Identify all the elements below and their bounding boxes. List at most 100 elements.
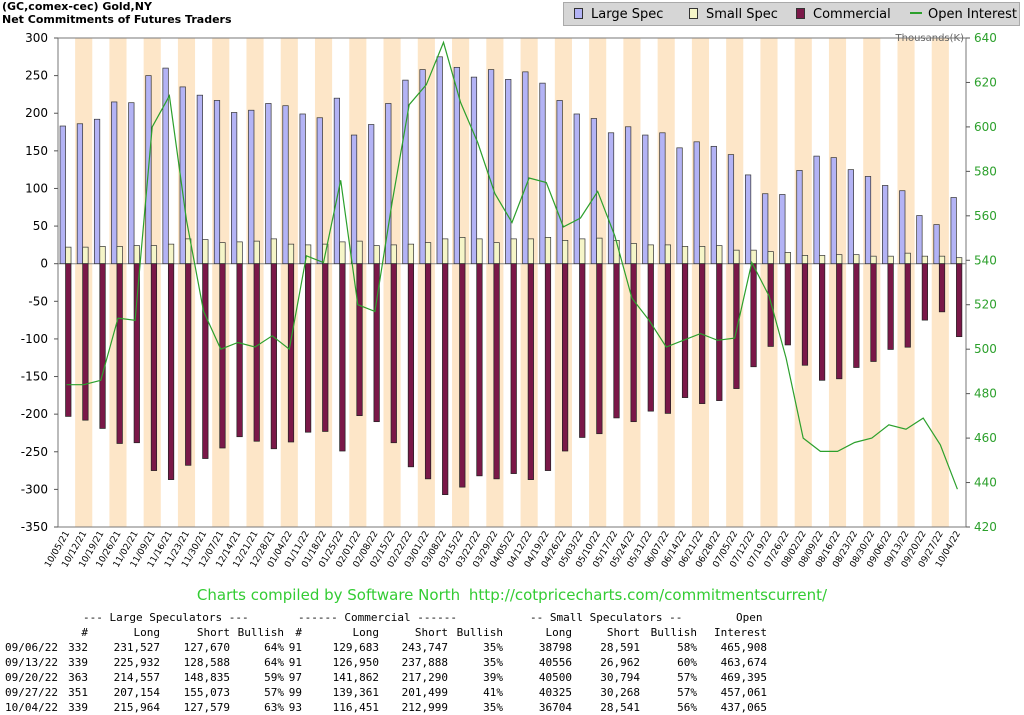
legend-item-large-spec: Large Spec — [574, 7, 663, 22]
bar-large-spec — [470, 76, 478, 265]
y-tick-label: 0 — [40, 257, 48, 271]
bar-commercial — [870, 263, 877, 362]
bar-commercial — [887, 263, 894, 350]
table-column-header-cell: Short — [414, 626, 448, 639]
bar-commercial — [956, 263, 963, 338]
bar-commercial — [82, 263, 89, 421]
table-cell: 363 — [68, 671, 88, 684]
y2-tick-label: 600 — [974, 120, 997, 134]
table-cell: 39% — [483, 671, 503, 684]
bar-small-spec — [442, 238, 449, 265]
table-group-header-cell: -- Small Speculators -- — [530, 611, 683, 624]
table-cell: 141,862 — [332, 671, 379, 684]
table-column-header-cell: Short — [196, 626, 230, 639]
bar-commercial — [836, 263, 843, 380]
table-cell: 91 — [288, 656, 302, 669]
table-cell: 09/06/22 — [5, 641, 58, 654]
table-cell: 332 — [68, 641, 88, 654]
table-cell: 243,747 — [401, 641, 448, 654]
table-group-header: --- Large Speculators --- ------ Commerci… — [0, 610, 1024, 625]
bar-small-spec — [904, 252, 911, 265]
bar-small-spec — [596, 237, 603, 265]
table-cell: 457,061 — [720, 686, 767, 699]
table-cell: 127,670 — [183, 641, 230, 654]
bar-commercial — [390, 263, 397, 444]
table-cell: 30,268 — [600, 686, 640, 699]
bar-small-spec — [664, 244, 671, 265]
bar-commercial — [938, 263, 946, 313]
y-tick-label: 50 — [33, 219, 48, 233]
table-column-header-cell: Short — [606, 626, 640, 639]
bar-large-spec — [231, 112, 238, 265]
bar-large-spec — [488, 69, 495, 265]
y-tick-label: 100 — [25, 181, 48, 195]
table-cell: 91 — [288, 641, 302, 654]
table-cell: 465,908 — [720, 641, 767, 654]
bar-commercial — [219, 263, 226, 449]
bar-large-spec — [316, 117, 323, 265]
bar-small-spec — [836, 254, 843, 265]
bar-commercial — [733, 263, 740, 389]
chart-title: (GC,comex-cec) Gold,NY Net Commitments o… — [2, 0, 232, 26]
bar-large-spec — [693, 141, 700, 265]
bar-commercial — [562, 263, 569, 452]
table-cell: 26,962 — [600, 656, 640, 669]
bar-large-spec — [128, 102, 135, 265]
bar-commercial — [459, 263, 466, 488]
bar-commercial — [647, 263, 654, 412]
bar-commercial — [185, 263, 192, 466]
bar-small-spec — [784, 252, 791, 265]
bar-commercial — [750, 263, 757, 368]
cot-table: --- Large Speculators --- ------ Commerci… — [0, 610, 1024, 715]
table-cell: 38798 — [538, 641, 572, 654]
bar-small-spec — [476, 238, 483, 265]
table-cell: 58% — [677, 641, 697, 654]
bar-large-spec — [333, 97, 341, 265]
table-cell: 40500 — [538, 671, 572, 684]
y2-tick-label: 540 — [974, 253, 997, 267]
table-cell: 36704 — [538, 701, 572, 714]
plot-frame — [57, 37, 967, 528]
y2-tick-label: 520 — [974, 298, 997, 312]
bar-large-spec — [556, 100, 563, 265]
table-row: 10/04/22 339 215,964 127,579 63% 93 116,451 212… — [0, 700, 1024, 715]
credit-url[interactable]: http://cotpricecharts.com/commitmentscur… — [468, 586, 828, 604]
bar-commercial — [407, 263, 415, 468]
bar-small-spec — [938, 255, 946, 265]
y2-tick-label: 460 — [974, 431, 997, 445]
bar-large-spec — [368, 124, 375, 265]
y-tick-label: 300 — [25, 31, 48, 45]
table-cell: 351 — [68, 686, 88, 699]
bar-large-spec — [899, 190, 906, 265]
bar-large-spec — [625, 126, 632, 265]
table-cell: 215,964 — [113, 701, 160, 714]
bar-large-spec — [196, 94, 203, 265]
table-cell: 99 — [288, 686, 302, 699]
chart-title-line1: (GC,comex-cec) Gold,NY — [2, 0, 152, 13]
bar-small-spec — [921, 255, 928, 265]
table-group-header-cell: Open — [736, 611, 763, 624]
y-tick-label: -50 — [28, 294, 48, 308]
bar-commercial — [921, 263, 928, 321]
bar-small-spec — [681, 246, 689, 265]
table-cell: 28,541 — [600, 701, 640, 714]
legend-swatch-commercial — [796, 8, 805, 19]
table-cell: 09/13/22 — [5, 656, 58, 669]
bar-small-spec — [956, 257, 963, 265]
bar-large-spec — [659, 132, 666, 265]
table-column-header-cell: Bullish — [650, 626, 697, 639]
bar-small-spec — [818, 255, 826, 265]
credit-line: Charts compiled by Software North http:/… — [0, 586, 1024, 604]
legend-item-open-interest: Open Interest — [910, 7, 1017, 22]
bar-commercial — [544, 263, 552, 471]
table-cell: 40556 — [538, 656, 572, 669]
legend-label-small-spec: Small Spec — [706, 7, 778, 22]
bar-large-spec — [248, 109, 255, 265]
bar-small-spec — [853, 254, 860, 265]
bar-small-spec — [630, 243, 637, 265]
bar-large-spec — [299, 113, 306, 265]
table-column-header-cell: Long — [545, 626, 573, 639]
legend-label-large-spec: Large Spec — [591, 7, 664, 22]
y-tick-label: -200 — [21, 407, 48, 421]
table-column-header-cell: # — [295, 626, 302, 639]
